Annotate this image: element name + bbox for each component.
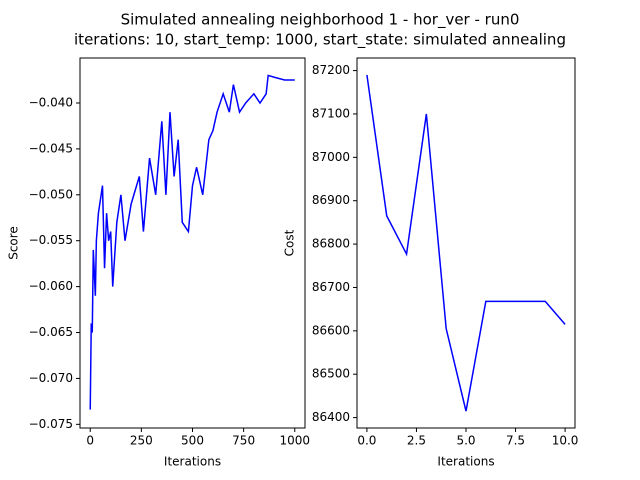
y-tick-label: 86900: [312, 193, 350, 207]
y-tick-label: −0.065: [29, 325, 73, 339]
x-tick-label: 10.0: [552, 434, 579, 448]
y-tick-label: 86800: [312, 237, 350, 251]
y-tick-label: 86500: [312, 367, 350, 381]
y-tick-label: −0.045: [29, 141, 73, 155]
x-axis-label: Iterations: [164, 455, 221, 469]
figure-title: Simulated annealing neighborhood 1 - hor…: [121, 11, 520, 30]
y-tick-label: 87100: [312, 106, 350, 120]
axes-frame: [356, 57, 576, 429]
y-tick-label: −0.040: [29, 95, 73, 109]
y-tick-label: −0.060: [29, 279, 73, 293]
x-tick-label: 1000: [279, 434, 310, 448]
y-tick-label: 87000: [312, 150, 350, 164]
y-tick-label: −0.055: [29, 233, 73, 247]
y-tick-label: 86600: [312, 323, 350, 337]
x-tick-label: 5.0: [456, 434, 475, 448]
x-tick-label: 2.5: [407, 434, 426, 448]
x-axis-label: Iterations: [437, 455, 494, 469]
x-tick-label: 0: [86, 434, 94, 448]
figure-subtitle: iterations: 10, start_temp: 1000, start_…: [74, 31, 566, 50]
x-tick-label: 250: [130, 434, 153, 448]
line: [366, 74, 566, 412]
x-tick-label: 7.5: [506, 434, 525, 448]
y-tick-label: −0.070: [29, 371, 73, 385]
y-tick-label: −0.050: [29, 187, 73, 201]
axes-frame: [79, 57, 306, 429]
y-tick-label: 86700: [312, 280, 350, 294]
y-tick-label: −0.075: [29, 417, 73, 431]
x-tick-label: 500: [181, 434, 204, 448]
x-tick-label: 750: [232, 434, 255, 448]
y-axis-label: Cost: [283, 229, 297, 256]
y-tick-label: 86400: [312, 410, 350, 424]
line: [89, 74, 295, 410]
y-axis-label: Score: [7, 226, 21, 260]
y-tick-label: 87200: [312, 63, 350, 77]
x-tick-label: 0.0: [357, 434, 376, 448]
